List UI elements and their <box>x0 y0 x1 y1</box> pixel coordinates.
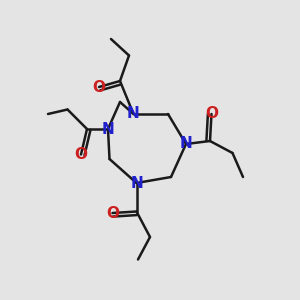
Text: O: O <box>106 206 119 220</box>
Text: N: N <box>180 136 192 152</box>
Text: N: N <box>127 106 140 122</box>
Text: O: O <box>92 80 106 94</box>
Text: O: O <box>205 106 218 122</box>
Text: N: N <box>130 176 143 190</box>
Text: O: O <box>74 147 88 162</box>
Text: N: N <box>102 122 114 136</box>
